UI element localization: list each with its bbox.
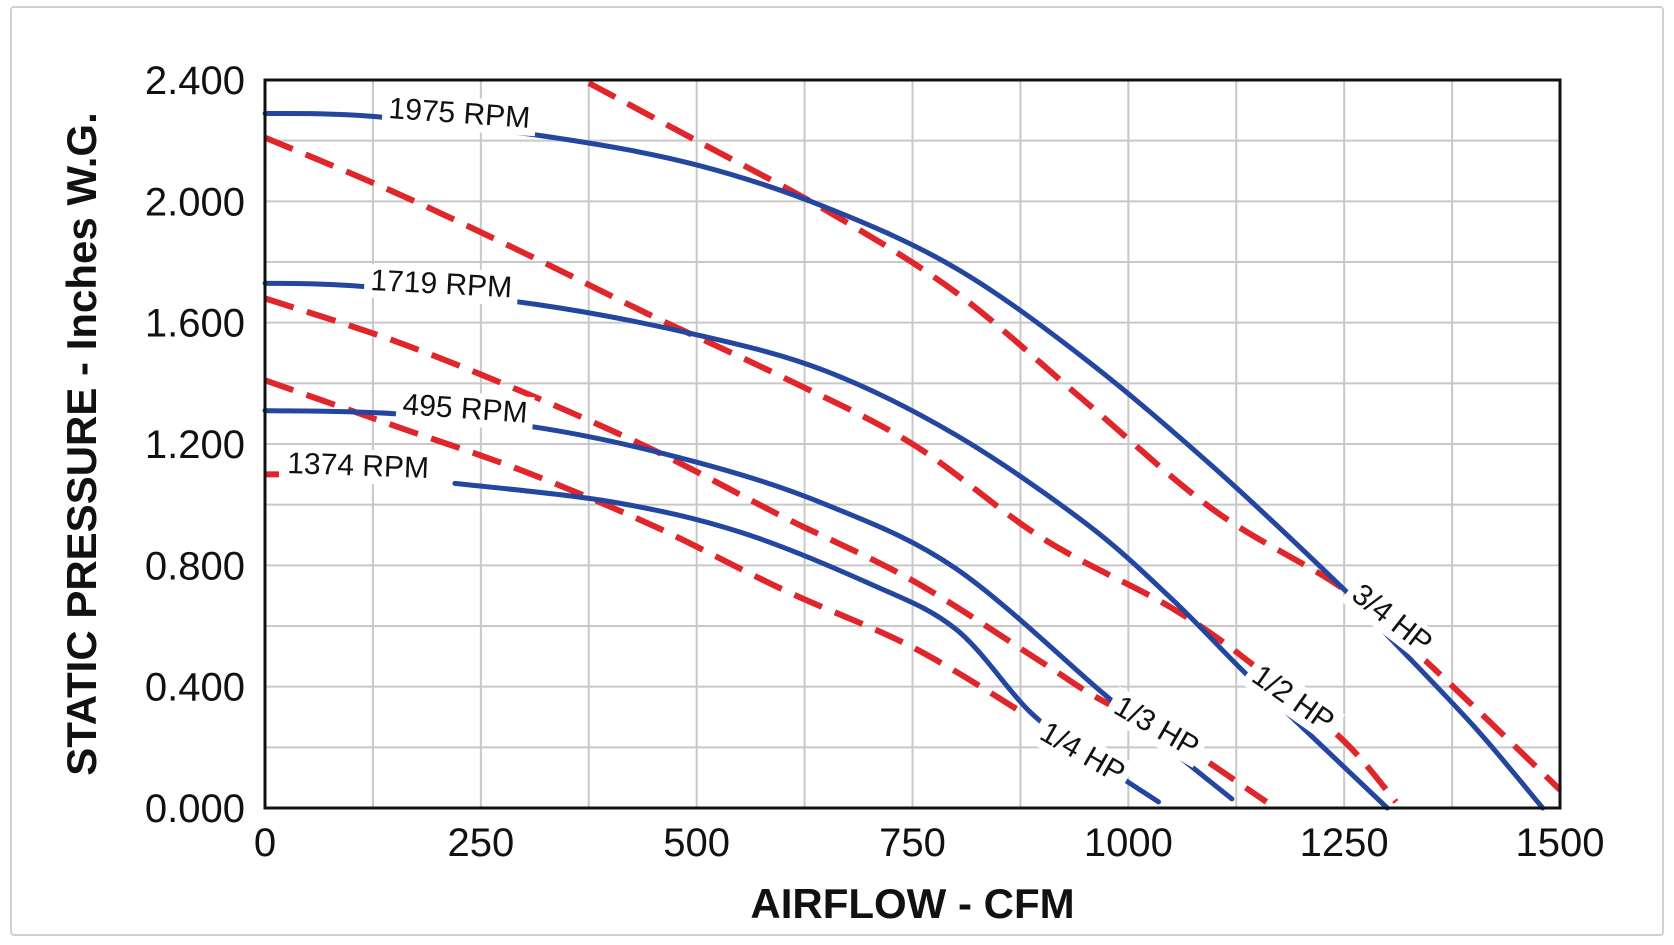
rpm-label: 495 RPM (395, 387, 535, 432)
y-tick-label: 0.000 (145, 787, 245, 831)
rpm-label-text: 495 RPM (402, 388, 529, 430)
hp-label-text: 1/2 HP (1246, 659, 1340, 739)
y-tick-label: 2.000 (145, 180, 245, 224)
x-tick-label: 500 (663, 821, 730, 865)
y-tick-labels: 0.000 0.400 0.800 1.200 1.600 2.000 2.400 (145, 59, 245, 831)
rpm-label: 1374 RPM (280, 446, 436, 487)
label-backing (363, 263, 519, 306)
rpm-curve-line (262, 280, 1390, 811)
rpm-label: 1719 RPM (363, 263, 519, 306)
grid-lines (265, 80, 1560, 808)
label-backing (1028, 712, 1136, 794)
y-tick-label: 2.400 (145, 59, 245, 103)
x-tick-label: 250 (447, 821, 514, 865)
y-tick-label: 1.600 (145, 302, 245, 346)
x-axis-title: AIRFLOW - CFM (750, 880, 1074, 927)
x-tick-label: 750 (879, 821, 946, 865)
label-backing (381, 91, 538, 137)
hp-label: 3/4 HP (1340, 573, 1444, 665)
rpm-label: 1975 RPM (381, 91, 538, 137)
plot-border (263, 78, 1562, 810)
y-tick-label: 0.800 (145, 544, 245, 588)
label-backing (280, 446, 436, 487)
y-axis-title: STATIC PRESSURE - Inches W.G. (58, 112, 105, 776)
rpm-curves (262, 110, 1546, 811)
y-tick-label: 1.200 (145, 423, 245, 467)
label-backing (1240, 655, 1345, 743)
label-backing (1340, 573, 1444, 665)
x-tick-label: 0 (254, 821, 276, 865)
curve-labels: 1975 RPM 1719 RPM 495 RPM 1374 RPM 3/4 HP1/2… (280, 91, 1444, 794)
rpm-label-text: 1374 RPM (287, 447, 430, 485)
hp-label: 1/2 HP (1240, 655, 1345, 743)
x-tick-labels: 0 250 500 750 1000 1250 1500 (254, 821, 1605, 865)
y-tick-label: 0.400 (145, 666, 245, 710)
x-tick-label: 1250 (1300, 821, 1389, 865)
hp-curve-line (264, 377, 1027, 717)
label-backing (395, 387, 535, 432)
rpm-label-text: 1975 RPM (388, 92, 532, 135)
hp-label-text: 3/4 HP (1346, 578, 1439, 660)
x-tick-label: 1000 (1084, 821, 1173, 865)
rpm-curve-line (262, 110, 1546, 811)
label-backing (1102, 686, 1210, 768)
rpm-label-text: 1719 RPM (370, 264, 513, 304)
x-tick-label: 1500 (1516, 821, 1605, 865)
